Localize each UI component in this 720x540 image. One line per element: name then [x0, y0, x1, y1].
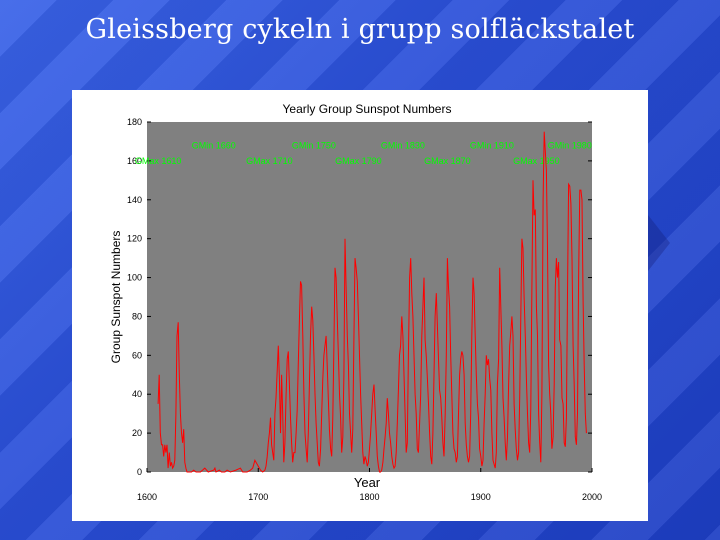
x-tick-label: 2000: [582, 492, 602, 502]
y-tick-label: 100: [127, 273, 142, 283]
y-axis-label: Group Sunspot Numbers: [109, 231, 123, 364]
axis-ticks: 0 20 40 60 80 100 120 140 160 180 1600 1700 1800 1900…: [127, 117, 602, 502]
x-tick-label: 1700: [248, 492, 268, 502]
cycle-annotation-label: GMax 1710: [246, 156, 293, 166]
cycle-annotation-label: GMin 1830: [381, 140, 425, 150]
cycle-annotation-label: GMax 1610: [135, 156, 182, 166]
cycle-annotation-label: GMax 1950: [513, 156, 560, 166]
chart-panel: Yearly Group Sunspot Numbers Year Group …: [72, 90, 648, 521]
y-tick-label: 0: [137, 467, 142, 477]
cycle-annotation-label: GMin 1660: [192, 140, 236, 150]
cycle-annotation-label: GMin 1980: [548, 140, 592, 150]
cycle-annotation-label: GMax 1790: [335, 156, 382, 166]
slide-title: Gleissberg cykeln i grupp solfläckstalet: [85, 14, 635, 45]
y-tick-label: 180: [127, 117, 142, 127]
plot-area: [147, 122, 592, 472]
sunspot-chart: Yearly Group Sunspot Numbers Year Group …: [109, 102, 602, 502]
x-tick-label: 1600: [137, 492, 157, 502]
y-tick-label: 40: [132, 389, 142, 399]
y-tick-label: 20: [132, 428, 142, 438]
x-tick-label: 1900: [471, 492, 491, 502]
x-tick-label: 1800: [359, 492, 379, 502]
x-axis-label: Year: [354, 475, 381, 490]
cycle-annotation-label: GMin 1910: [470, 140, 514, 150]
y-tick-label: 60: [132, 350, 142, 360]
y-tick-label: 160: [127, 156, 142, 166]
cycle-annotation-label: GMin 1750: [292, 140, 336, 150]
sunspot-series-line: [157, 131, 587, 473]
cycle-annotation-label: GMax 1870: [424, 156, 471, 166]
cycle-annotations: GMax 1610 GMin 1660 GMax 1710 GMin 1750 GMax…: [135, 140, 592, 166]
chart-title: Yearly Group Sunspot Numbers: [283, 102, 452, 116]
next-arrow-icon: [648, 215, 670, 271]
y-tick-label: 140: [127, 195, 142, 205]
y-tick-label: 80: [132, 311, 142, 321]
y-tick-label: 120: [127, 234, 142, 244]
